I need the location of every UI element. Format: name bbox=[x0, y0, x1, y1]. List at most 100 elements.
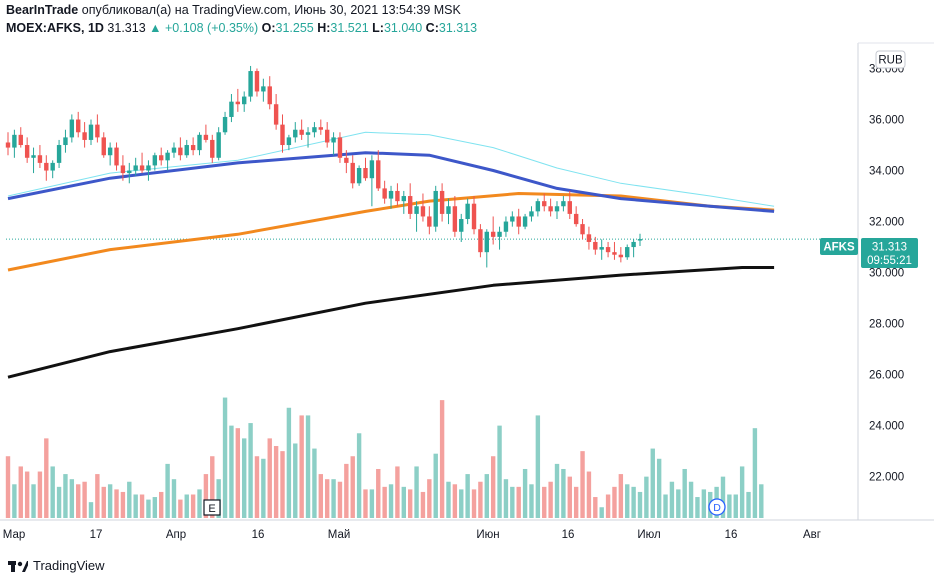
volume-bar bbox=[267, 438, 272, 518]
candle-body bbox=[318, 127, 324, 130]
volume-bar bbox=[471, 489, 477, 518]
candle-body bbox=[222, 116, 228, 133]
candle-body bbox=[248, 71, 253, 97]
volume-bar bbox=[261, 458, 266, 518]
change-value: +0.108 (+0.35%) bbox=[165, 21, 259, 35]
low-value: 31.040 bbox=[383, 21, 423, 35]
volume-bar bbox=[542, 486, 547, 518]
volume-bar bbox=[637, 491, 643, 518]
earnings-marker[interactable]: E bbox=[203, 499, 221, 516]
volume-bar bbox=[190, 494, 196, 518]
candle-body bbox=[50, 162, 55, 171]
volume-bar bbox=[478, 481, 483, 518]
candle-body bbox=[171, 147, 177, 153]
candle bbox=[165, 150, 170, 171]
price-tag-price: 31.313 bbox=[872, 242, 907, 254]
volume-bar bbox=[344, 463, 349, 518]
volume-bar bbox=[286, 407, 292, 518]
volume-bar bbox=[107, 484, 113, 518]
y-tick-label: 36.000 bbox=[869, 115, 904, 127]
volume-bar bbox=[229, 425, 234, 518]
candle bbox=[222, 111, 228, 135]
currency-badge[interactable]: RUB bbox=[875, 50, 906, 69]
volume-bar bbox=[688, 481, 694, 518]
volume-bar bbox=[318, 474, 324, 518]
earnings-marker-label: E bbox=[208, 503, 215, 515]
candle bbox=[612, 241, 617, 260]
candle bbox=[197, 132, 202, 156]
ma-line bbox=[7, 266, 775, 379]
last-price-tag: AFKS 31.313 09:55:21 bbox=[820, 238, 918, 268]
candle bbox=[414, 201, 419, 232]
volume-bar bbox=[618, 474, 624, 518]
candle bbox=[82, 122, 87, 148]
volume-bar bbox=[522, 468, 528, 518]
candle-body bbox=[586, 234, 592, 242]
dividend-marker[interactable]: D bbox=[708, 498, 726, 516]
open-label: O: bbox=[261, 21, 276, 35]
candle-body bbox=[107, 147, 113, 156]
symbol-label[interactable]: MOEX:AFKS, 1D bbox=[6, 21, 104, 35]
candle-body bbox=[593, 241, 598, 250]
volume-bar bbox=[612, 486, 617, 518]
volume-bar bbox=[388, 484, 394, 518]
candle-body bbox=[299, 129, 304, 135]
candle bbox=[312, 122, 317, 138]
volume-bar bbox=[356, 433, 362, 518]
candle bbox=[471, 196, 477, 235]
candle bbox=[369, 155, 375, 207]
candle-body bbox=[242, 96, 247, 105]
candle bbox=[229, 94, 234, 123]
candle-body bbox=[261, 86, 266, 92]
volume-bar bbox=[184, 494, 189, 518]
volume-bar bbox=[510, 486, 515, 518]
y-axis[interactable]: 38.00036.00034.00032.00030.00028.00026.0… bbox=[869, 64, 904, 484]
candle bbox=[50, 160, 55, 179]
candle-body bbox=[478, 229, 483, 253]
volume-bar bbox=[650, 448, 655, 518]
candle bbox=[235, 88, 241, 112]
candle bbox=[631, 239, 636, 258]
candle-body bbox=[18, 134, 23, 146]
volume-bar bbox=[599, 507, 604, 518]
candle-body bbox=[369, 160, 375, 179]
candle-body bbox=[459, 219, 464, 232]
volume-bar bbox=[120, 491, 126, 518]
volume-bar bbox=[254, 456, 260, 518]
volume-bar bbox=[50, 466, 55, 518]
dividend-marker-label: D bbox=[713, 502, 721, 514]
candle bbox=[69, 114, 75, 143]
author-name[interactable]: BearInTrade bbox=[6, 3, 79, 17]
moving-average-lines bbox=[7, 131, 775, 379]
chart-header-publisher: BearInTrade опубликовал(а) на TradingVie… bbox=[6, 3, 461, 17]
candle bbox=[318, 119, 324, 135]
candle bbox=[446, 198, 451, 225]
price-tag-countdown: 09:55:21 bbox=[867, 255, 912, 267]
candle bbox=[299, 119, 304, 140]
volume-bar bbox=[242, 438, 247, 518]
candle-body bbox=[376, 160, 381, 189]
candle bbox=[127, 162, 132, 184]
x-axis[interactable]: Мар 17 Апр 16 Май Июн 16 Июл 16 Авг bbox=[3, 529, 821, 541]
candle-body bbox=[229, 101, 234, 117]
volume-bar bbox=[535, 415, 541, 518]
candle bbox=[88, 119, 94, 146]
volume-bar bbox=[554, 463, 560, 518]
candle bbox=[350, 155, 355, 189]
volume-bar bbox=[459, 489, 464, 518]
candle-body bbox=[293, 129, 298, 138]
volume-bar bbox=[273, 446, 279, 518]
candle bbox=[637, 233, 643, 247]
footer-brand[interactable]: TradingView bbox=[8, 558, 105, 573]
candle-body bbox=[471, 203, 477, 230]
candle-body bbox=[24, 145, 30, 158]
open-value: 31.255 bbox=[275, 21, 314, 35]
volume-bar bbox=[433, 453, 438, 518]
volume-bar bbox=[605, 494, 611, 518]
candle-body bbox=[427, 216, 432, 227]
candle-body bbox=[388, 190, 394, 199]
volume-bar bbox=[280, 451, 285, 518]
volume-bar bbox=[222, 397, 228, 518]
volume-bar bbox=[701, 489, 707, 518]
